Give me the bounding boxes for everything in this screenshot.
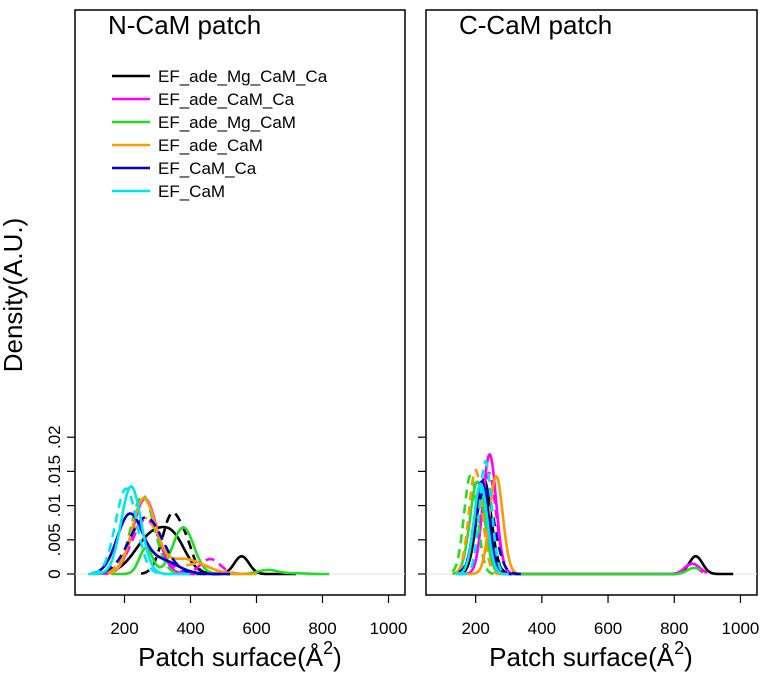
x-tick-label: 1000 — [370, 619, 408, 638]
density-curve-ef-ade-cam-solid — [462, 474, 519, 576]
x-label-exponent: 2 — [323, 638, 333, 658]
n-cam-patch-panel: N-CaM patch 200 400 600 800 1000 — [74, 9, 407, 638]
c-cam-x-axis-label: Patch surface(Å2) — [489, 638, 693, 672]
legend-item: EF_ade_CaM_Ca — [112, 90, 295, 109]
x-tick-label: 800 — [660, 619, 688, 638]
legend-item: EF_ade_Mg_CaM_Ca — [112, 67, 328, 86]
x-label-prefix: Patch surface( — [489, 642, 657, 672]
c-cam-patch-panel: C-CaM patch 200 400 600 800 1000 — [418, 9, 760, 638]
n-cam-x-axis: 200 400 600 800 1000 — [110, 595, 407, 638]
x-label-unit: Å — [657, 642, 675, 672]
legend-item: EF_ade_Mg_CaM — [112, 113, 296, 132]
c-cam-curves — [451, 453, 734, 576]
legend-label: EF_ade_CaM_Ca — [158, 90, 295, 109]
x-label-prefix: Patch surface( — [138, 642, 306, 672]
n-cam-x-axis-label: Patch surface(Å2) — [138, 638, 342, 672]
legend-item: EF_ade_CaM — [112, 136, 263, 155]
density-curve-ef-ade-mg-cam-solid — [452, 480, 702, 576]
x-label-unit: Å — [306, 642, 324, 672]
y-tick-label: .01 — [45, 494, 64, 518]
legend-item: EF_CaM_Ca — [112, 159, 257, 178]
y-axis-label: Density(A.U.) — [0, 218, 28, 373]
svg-text:Patch surface(Å2): Patch surface(Å2) — [138, 638, 342, 672]
density-curve-ef-cam-dashed — [458, 459, 510, 576]
legend-label: EF_ade_Mg_CaM — [158, 113, 296, 132]
y-tick-label: .015 — [45, 455, 64, 488]
legend-label: EF_ade_Mg_CaM_Ca — [158, 67, 328, 86]
y-axis: 0 .005 .01 .015 .02 — [45, 425, 75, 579]
density-curve-ef-ade-mg-cam-dashed — [107, 493, 208, 576]
legend: EF_ade_Mg_CaM_Ca EF_ade_CaM_Ca EF_ade_Mg_C… — [112, 67, 328, 201]
svg-text:Patch surface(Å2): Patch surface(Å2) — [489, 638, 693, 672]
y-tick-label: 0 — [45, 569, 64, 578]
density-curve-ef-cam-solid — [87, 485, 191, 576]
x-tick-label: 400 — [176, 619, 204, 638]
x-tick-label: 400 — [528, 619, 556, 638]
density-curve-ef-ade-cam-ca-dashed — [104, 517, 244, 576]
x-tick-label: 200 — [461, 619, 489, 638]
density-curve-ef-cam-dashed — [91, 487, 184, 576]
x-tick-label: 600 — [242, 619, 270, 638]
c-cam-plot-frame — [425, 9, 758, 596]
density-curve-ef-cam-ca-dashed — [104, 515, 230, 576]
legend-label: EF_CaM — [158, 182, 225, 201]
density-curve-ef-cam-ca-solid — [91, 512, 231, 576]
x-tick-label: 200 — [110, 619, 138, 638]
x-tick-label: 1000 — [722, 619, 760, 638]
legend-item: EF_CaM — [112, 182, 225, 201]
y-tick-label: .02 — [45, 425, 64, 449]
x-label-exponent: 2 — [674, 638, 684, 658]
legend-label: EF_CaM_Ca — [158, 159, 257, 178]
legend-label: EF_ade_CaM — [158, 136, 263, 155]
c-cam-x-axis: 200 400 600 800 1000 — [418, 436, 760, 638]
x-tick-label: 600 — [594, 619, 622, 638]
n-cam-panel-title: N-CaM patch — [108, 10, 261, 40]
x-tick-label: 800 — [308, 619, 336, 638]
y-tick-label: .005 — [45, 523, 64, 556]
x-label-suffix: ) — [333, 642, 342, 672]
c-cam-panel-title: C-CaM patch — [459, 10, 612, 40]
n-cam-curves — [87, 485, 330, 576]
x-label-suffix: ) — [684, 642, 693, 672]
n-cam-plot-frame — [74, 9, 406, 596]
